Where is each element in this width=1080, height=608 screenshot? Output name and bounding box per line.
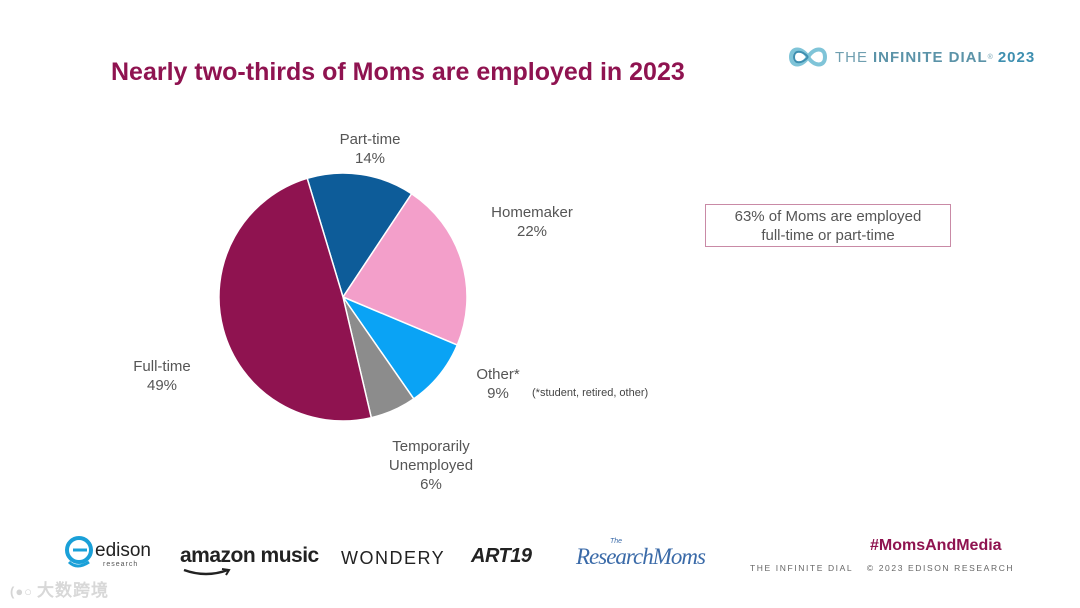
edison-subtitle: research [103,561,139,568]
part-time-label: Part-time 14% [320,130,420,168]
infinite-dial-brand: THE INFINITE DIAL ® 2023 [788,44,1035,70]
watermark: (●○ 大数跨境 [10,576,109,601]
footer-right: © 2023 EDISON RESEARCH [866,563,1015,573]
other-name: Other* [476,366,520,383]
full-time-pct: 49% [146,377,178,394]
brand-registered-mark: ® [987,53,994,61]
research-moms-logo: The ResearchMoms [576,538,706,574]
research-moms-wordmark: ResearchMoms [576,544,706,569]
callout-line2: full-time or part-time [761,227,895,244]
pie-slice-part-time [306,172,413,299]
part-time-pct: 14% [354,150,386,167]
edison-swirl-icon [65,536,93,568]
footer-left: THE INFINITE DIAL [750,563,853,573]
pie-slice-homemaker [341,192,468,347]
footer-credit: THE INFINITE DIAL © 2023 EDISON RESEARCH [750,563,1014,573]
pie-slice-full-time [218,177,373,422]
part-time-name: Part-time [339,131,401,148]
amazon-music-logo: amazon music [180,544,319,576]
full-time-label: Full-time 49% [112,357,212,395]
employment-callout-box: 63% of Moms are employed full-time or pa… [705,204,951,247]
other-footnote: (*student, retired, other) [532,387,649,399]
edison-wordmark: edison [95,540,151,561]
temporarily-unemployed-label: Temporarily Unemployed 6% [366,437,496,494]
wondery-logo: WONDERY [341,548,446,568]
callout-line1: 63% of Moms are employed [734,208,922,225]
homemaker-label: Homemaker 22% [472,203,592,241]
temporarily-unemployed-pct: 6% [420,476,442,493]
amazon-smile-icon [183,568,231,576]
other-label: Other* 9% [460,365,536,403]
homemaker-name: Homemaker [491,204,573,221]
brand-prefix: THE [835,48,868,66]
research-moms-the: The [610,538,623,545]
hashtag: #MomsAndMedia [870,537,1002,554]
full-time-name: Full-time [133,358,191,375]
temporarily-unemployed-name-line1: Temporarily [392,438,470,455]
art19-logo: ART19 [471,545,532,567]
watermark-logo-icon: (●○ [10,584,34,599]
brand-year: 2023 [997,48,1036,66]
watermark-text: 大数跨境 [37,581,110,600]
other-pct: 9% [487,385,509,402]
page-title: Nearly two-thirds of Moms are employed i… [111,58,685,86]
homemaker-pct: 22% [516,223,548,240]
temporarily-unemployed-name-line2: Unemployed [388,457,474,474]
infinity-logo-icon [788,47,828,67]
brand-name: INFINITE DIAL [873,48,988,66]
amazon-music-wordmark: amazon music [180,544,319,567]
